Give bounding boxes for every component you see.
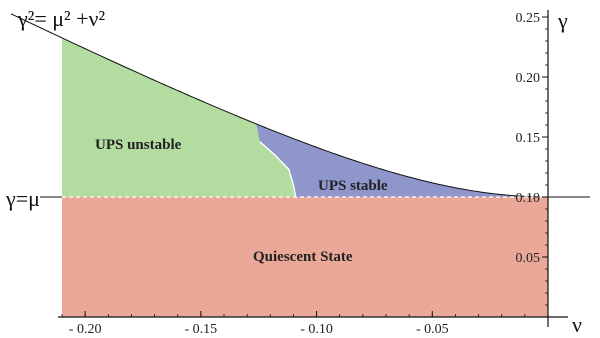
lower-line-label: γ=μ: [5, 186, 40, 211]
x-tick-label: - 0.20: [69, 322, 102, 337]
region-ups-unstable: [62, 37, 296, 197]
x-axis-label: ν: [572, 312, 582, 337]
region-quiescent: [62, 197, 548, 317]
upper-curve-label: γ²= μ² +ν²: [17, 6, 105, 31]
region-label-ups-stable: UPS stable: [318, 178, 388, 194]
x-tick-label: - 0.05: [416, 322, 449, 337]
region-label-ups-unstable: UPS unstable: [95, 137, 182, 153]
stability-boundary-line: [259, 141, 297, 198]
y-tick-label: 0.15: [516, 131, 541, 146]
y-tick-label: 0.25: [516, 11, 541, 26]
region-label-quiescent: Quiescent State: [253, 249, 353, 265]
y-tick-label: 0.05: [516, 251, 541, 266]
x-tick-label: - 0.15: [185, 322, 218, 337]
upper-curve-label-text: γ²= μ² +ν²: [17, 6, 105, 31]
y-tick-label: 0.20: [516, 71, 541, 86]
x-tick-label: - 0.10: [300, 322, 333, 337]
y-axis-label: γ: [557, 8, 568, 33]
y-tick-label: 0.10: [516, 191, 541, 206]
upper-boundary-curve: [10, 13, 549, 198]
